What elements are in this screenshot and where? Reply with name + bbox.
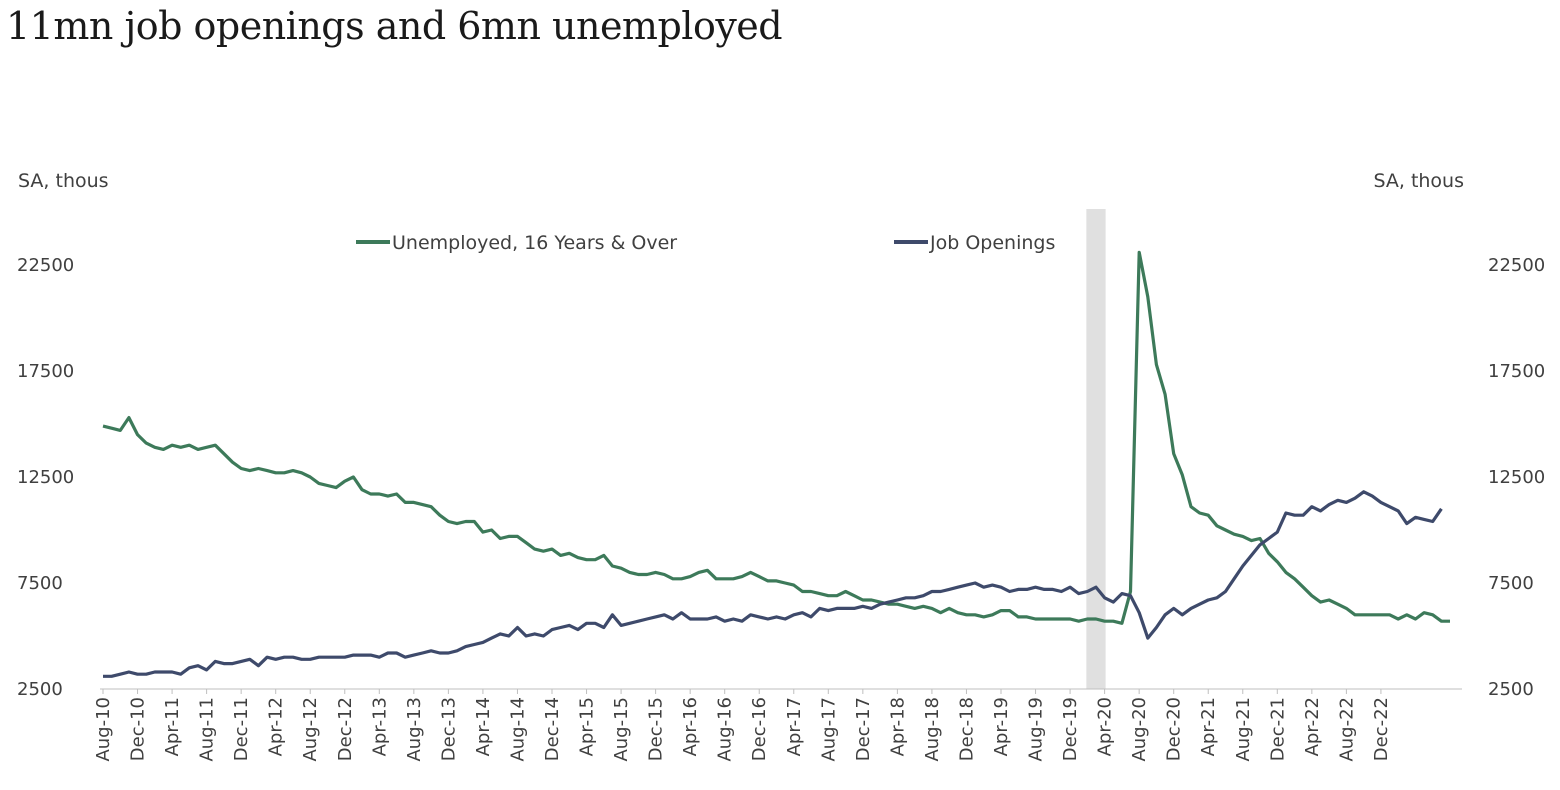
x-tick-label: Aug-21 [1233,697,1254,762]
x-tick-label: Dec-10 [128,697,149,761]
job-openings-series-line [103,490,1443,678]
x-tick-label: Apr-20 [1095,697,1116,756]
left-axis-unit-label: SA, thous [18,170,109,192]
x-tick-label: Aug-20 [1129,697,1150,762]
page-title: 11mn job openings and 6mn unemployed [6,4,783,48]
right-axis-unit-label: SA, thous [1373,170,1464,192]
x-tick-label: Apr-13 [369,697,390,756]
x-tick-label: Apr-17 [784,697,805,756]
x-tick-label: Apr-18 [887,697,908,756]
recession-shading-band [1086,209,1106,689]
x-tick-label: Aug-12 [300,697,321,762]
x-tick-label: Apr-11 [162,697,183,756]
left-y-tick-label: 2500 [17,679,63,700]
x-tick-label: Aug-19 [1026,697,1047,762]
x-tick-label: Dec-14 [542,697,563,761]
x-tick-label: Aug-11 [197,697,218,762]
right-y-tick-label: 12500 [1488,467,1545,488]
left-y-tick-label: 12500 [17,467,74,488]
x-tick-label: Aug-13 [404,697,425,762]
x-tick-label: Aug-16 [715,697,736,762]
x-tick-label: Aug-15 [611,697,632,762]
x-tick-label: Aug-10 [93,697,114,762]
x-tick-label: Dec-22 [1371,697,1392,761]
x-tick-label: Aug-18 [922,697,943,762]
x-tick-label: Apr-19 [991,697,1012,756]
legend-entry-label: Job Openings [929,232,1055,254]
x-tick-label: Apr-21 [1198,697,1219,756]
right-y-tick-label: 2500 [1488,679,1534,700]
x-tick-label: Apr-12 [266,697,287,756]
x-tick-label: Dec-16 [749,697,770,761]
x-tick-label: Apr-14 [473,697,494,756]
axes-layer: 2500 2500 7500 7500 12500 12500 17500 17500 2250… [17,255,1545,762]
legend: Unemployed, 16 Years & Over Job Openings [356,232,1055,254]
recession-shading-layer [1086,209,1106,689]
series-lines-layer [102,250,1450,678]
right-y-tick-label: 17500 [1488,361,1545,382]
x-tick-label: Dec-13 [438,697,459,761]
x-tick-label: Apr-16 [680,697,701,756]
x-tick-label: Dec-15 [646,697,667,761]
x-tick-label: Aug-22 [1336,697,1357,762]
x-tick-label: Apr-22 [1302,697,1323,756]
legend-entry-label: Unemployed, 16 Years & Over [392,232,677,254]
left-y-tick-label: 22500 [17,255,74,276]
left-y-tick-label: 17500 [17,361,74,382]
x-tick-label: Dec-20 [1164,697,1185,761]
x-tick-label: Aug-14 [507,697,528,762]
x-tick-label: Dec-12 [335,697,356,761]
x-tick-label: Dec-17 [853,697,874,761]
right-y-tick-label: 22500 [1488,255,1545,276]
x-tick-label: Apr-15 [577,697,598,756]
x-tick-label: Dec-11 [231,697,252,761]
x-tick-label: Dec-18 [956,697,977,761]
unemployed-series-line [102,250,1450,625]
x-tick-label: Dec-19 [1060,697,1081,761]
left-y-tick-label: 7500 [17,573,63,594]
right-y-tick-label: 7500 [1488,573,1534,594]
x-tick-label: Aug-17 [818,697,839,762]
x-tick-label: Dec-21 [1267,697,1288,761]
